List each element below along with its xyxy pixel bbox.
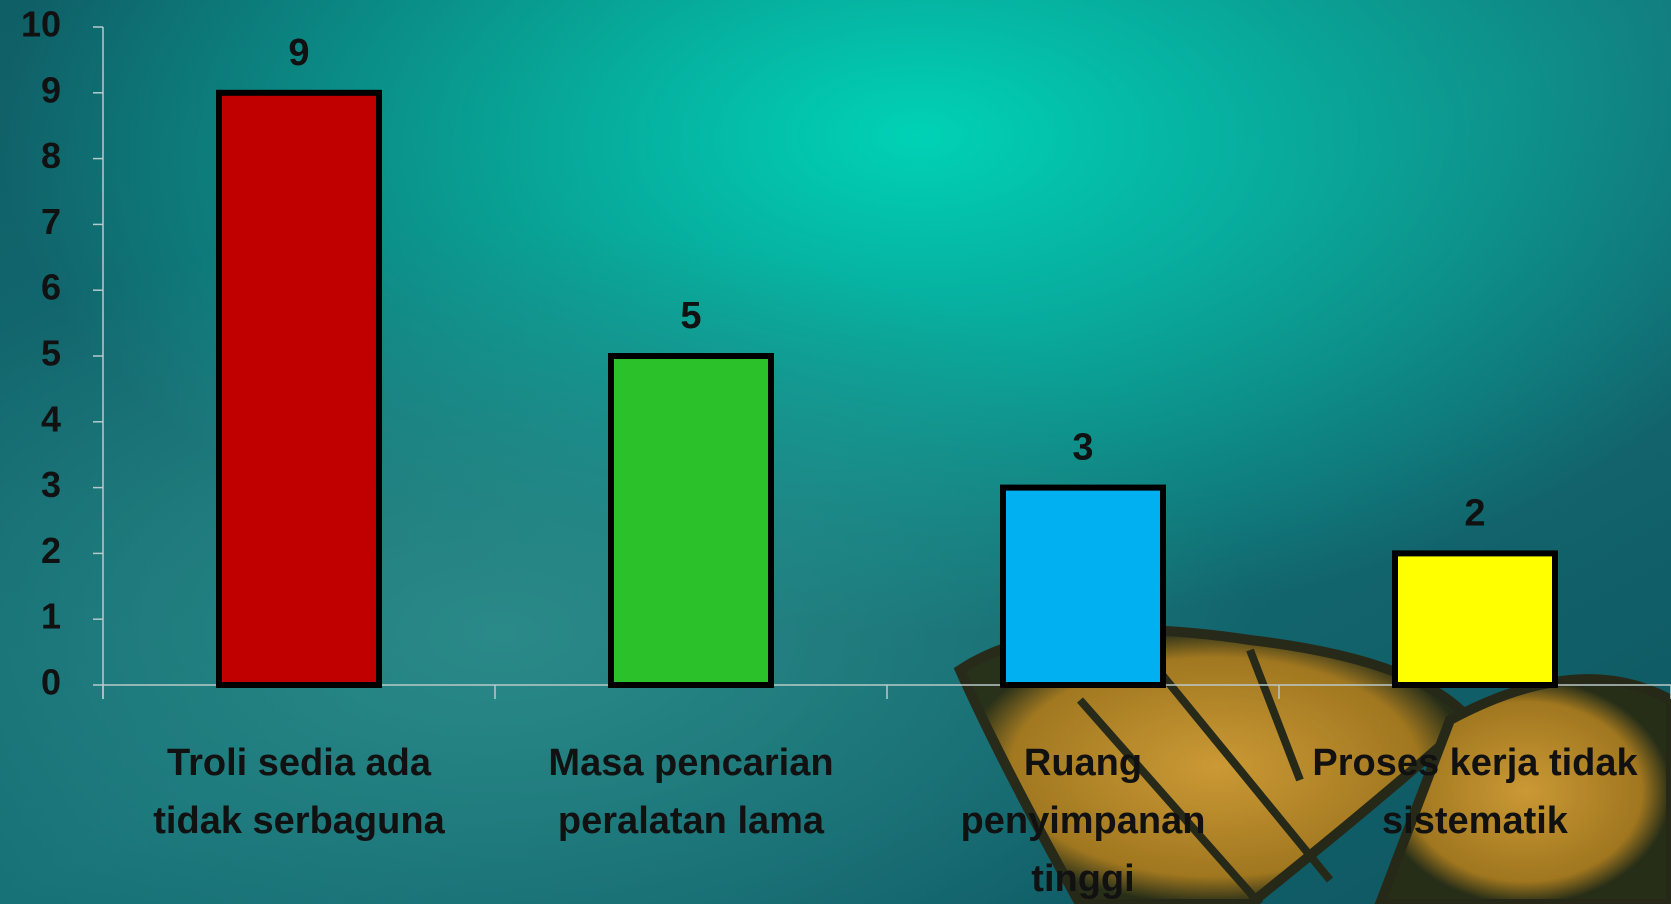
x-tick-label: Troli sedia ada tidak serbaguna — [153, 742, 445, 842]
y-tick-label: 9 — [41, 69, 61, 110]
butterfly — [953, 625, 1671, 904]
y-tick-label: 1 — [41, 596, 61, 637]
bar — [1392, 550, 1558, 689]
data-label: 5 — [680, 295, 701, 337]
bar — [1000, 484, 1166, 688]
data-label: 2 — [1464, 492, 1485, 534]
y-tick-label: 2 — [41, 530, 61, 571]
x-tick-label: Ruang penyimpanan tinggi — [960, 742, 1206, 900]
bar — [216, 89, 382, 689]
y-tick-label: 10 — [21, 4, 61, 45]
x-tick-label: Proses kerja tidak sistematik — [1312, 742, 1638, 842]
y-tick-label: 3 — [41, 464, 61, 505]
y-tick-label: 0 — [41, 662, 61, 703]
y-tick-label: 6 — [41, 267, 61, 308]
data-label: 9 — [288, 32, 309, 74]
y-tick-label: 7 — [41, 201, 61, 242]
y-tick-label: 4 — [41, 398, 61, 439]
y-tick-label: 5 — [41, 333, 61, 374]
data-label: 3 — [1072, 427, 1093, 469]
x-tick-label: Masa pencarian peralatan lama — [548, 742, 834, 842]
bar — [608, 353, 774, 688]
y-tick-label: 8 — [41, 135, 61, 176]
